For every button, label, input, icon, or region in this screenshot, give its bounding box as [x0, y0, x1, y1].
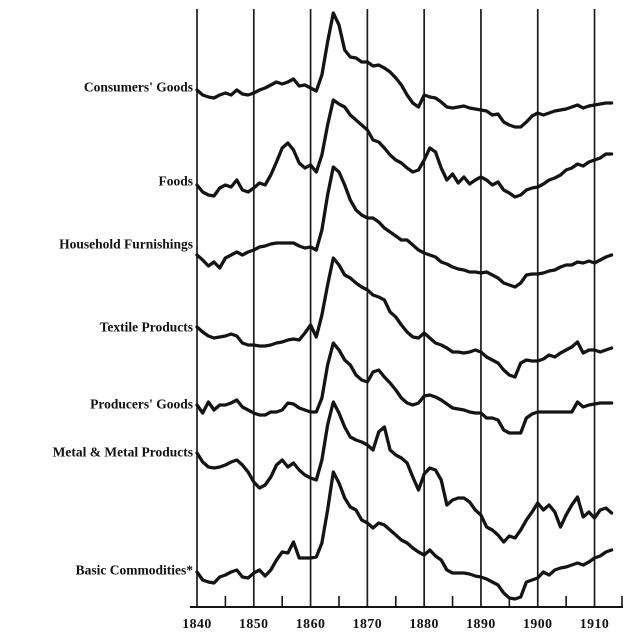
- x-tick-label-1850: 1850: [239, 616, 269, 631]
- series-line-consumers-goods: [195, 11, 614, 129]
- series-line-metal-metal-products: [195, 400, 614, 544]
- series-line-household-furnishings: [195, 165, 614, 289]
- x-tick-label-1890: 1890: [466, 616, 496, 631]
- series-label-foods: Foods: [158, 174, 193, 189]
- series-line-foods: [195, 98, 614, 199]
- x-tick-label-1870: 1870: [353, 616, 383, 631]
- series-line-producers-goods: [195, 341, 614, 435]
- x-tick-label-1900: 1900: [523, 616, 553, 631]
- x-tick-label-1910: 1910: [580, 616, 610, 631]
- series-line-textile-products: [195, 256, 614, 379]
- series-label-metal-metal-products: Metal & Metal Products: [53, 445, 193, 460]
- series-label-textile-products: Textile Products: [100, 320, 193, 335]
- series-label-producers-goods: Producers' Goods: [90, 397, 193, 412]
- series-label-consumers-goods: Consumers' Goods: [84, 80, 193, 95]
- x-tick-label-1860: 1860: [296, 616, 326, 631]
- series-label-household-furnishings: Household Furnishings: [59, 237, 193, 252]
- x-tick-label-1840: 1840: [182, 616, 212, 631]
- series-line-basic-commodities: [195, 470, 614, 601]
- x-tick-label-1880: 1880: [409, 616, 439, 631]
- series-label-basic-commodities: Basic Commodities*: [76, 563, 194, 578]
